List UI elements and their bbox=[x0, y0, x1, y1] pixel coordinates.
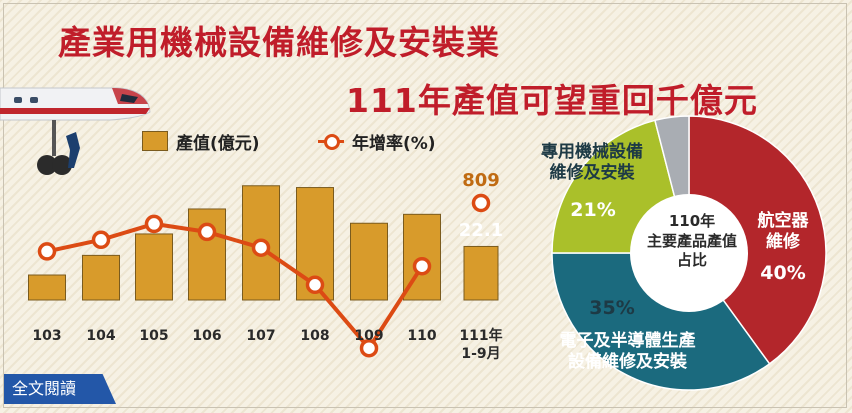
point-growth-rate bbox=[305, 275, 325, 295]
pie-slice bbox=[551, 252, 771, 391]
pie-value-custom-machinery: 21% bbox=[570, 199, 616, 221]
pie-center-line: 占比 bbox=[676, 251, 707, 269]
pie-label-line: 電子及半導體生產 bbox=[559, 331, 696, 351]
pie-slice bbox=[688, 115, 827, 365]
legend-label-growth: 年增率(%) bbox=[352, 133, 436, 154]
legend-item-growth: 年增率(%) bbox=[318, 128, 436, 154]
pie-center-hole bbox=[630, 194, 748, 312]
airplane-window bbox=[14, 97, 22, 103]
pie-label-line: 維修 bbox=[766, 232, 800, 253]
title-line-1: 產業用機械設備維修及安裝業 bbox=[58, 23, 500, 62]
x-tick-label: 109 bbox=[354, 328, 383, 344]
x-tick-label: 104 bbox=[86, 328, 115, 344]
value-label-growth-highlight: 22.1 bbox=[459, 220, 503, 241]
x-tick-label: 1-9月 bbox=[461, 346, 500, 362]
x-tick-label: 106 bbox=[192, 328, 221, 344]
bar-output bbox=[82, 254, 120, 301]
airplane-wheel bbox=[37, 155, 57, 175]
airplane-stripe bbox=[0, 108, 150, 114]
pie-value-aircraft: 40% bbox=[760, 262, 806, 284]
pie-label-aircraft: 航空器 維修 bbox=[748, 211, 818, 254]
point-growth-rate bbox=[37, 242, 57, 261]
x-tick-label: 107 bbox=[246, 328, 275, 344]
pie-center-line: 主要產品產值 bbox=[646, 231, 737, 250]
pie-label-custom-machinery: 專用機械設備 維修及安裝 bbox=[518, 142, 666, 185]
bar-output bbox=[188, 208, 226, 301]
x-tick-label: 110 bbox=[407, 328, 436, 344]
mechanic-figure bbox=[66, 132, 80, 168]
title-line-2: 111年產值可望重回千億元 bbox=[346, 81, 758, 120]
pie-label-electronics: 電子及半導體生產 設備維修及安裝 bbox=[540, 331, 715, 374]
point-growth-rate bbox=[412, 256, 432, 276]
pie-label-line: 航空器 bbox=[757, 211, 809, 231]
point-growth-rate bbox=[197, 222, 217, 242]
bar-output bbox=[463, 245, 499, 301]
airplane-gear-strut bbox=[52, 120, 56, 156]
point-growth-rate bbox=[144, 214, 164, 234]
x-tick-label: 111年 bbox=[459, 327, 502, 344]
pie-label-line: 專用機械設備 bbox=[541, 142, 643, 162]
airplane-wheel bbox=[52, 155, 72, 175]
airplane-illustration bbox=[0, 87, 151, 175]
airplane-window bbox=[30, 97, 38, 103]
bar-swatch-icon bbox=[142, 131, 168, 151]
pie-label-line: 設備維修及安裝 bbox=[568, 352, 687, 373]
pie-center-label: 110年 主要產品產值 占比 bbox=[637, 212, 747, 271]
pie-center-line: 110年 bbox=[668, 212, 716, 230]
bar-output bbox=[350, 222, 388, 301]
pie-value-electronics: 35% bbox=[589, 297, 635, 319]
point-growth-rate bbox=[91, 230, 111, 250]
read-full-article-button[interactable]: 全文閱讀 bbox=[4, 374, 117, 404]
point-growth-rate bbox=[359, 338, 379, 358]
point-growth-rate-highlight bbox=[471, 193, 491, 213]
pie-label-line: 維修及安裝 bbox=[549, 163, 635, 184]
legend-label-output: 產值(億元) bbox=[176, 133, 260, 154]
x-tick-label: 103 bbox=[32, 328, 61, 344]
bar-output bbox=[135, 233, 173, 301]
airplane-cockpit bbox=[120, 94, 138, 103]
x-tick-label: 105 bbox=[139, 328, 168, 344]
point-growth-rate bbox=[251, 238, 271, 257]
line-marker-icon bbox=[318, 132, 344, 150]
value-label-output-highlight: 809 bbox=[462, 170, 500, 191]
bar-output bbox=[28, 274, 66, 301]
legend-item-output: 產值(億元) bbox=[142, 128, 260, 154]
x-tick-label: 108 bbox=[300, 328, 329, 344]
